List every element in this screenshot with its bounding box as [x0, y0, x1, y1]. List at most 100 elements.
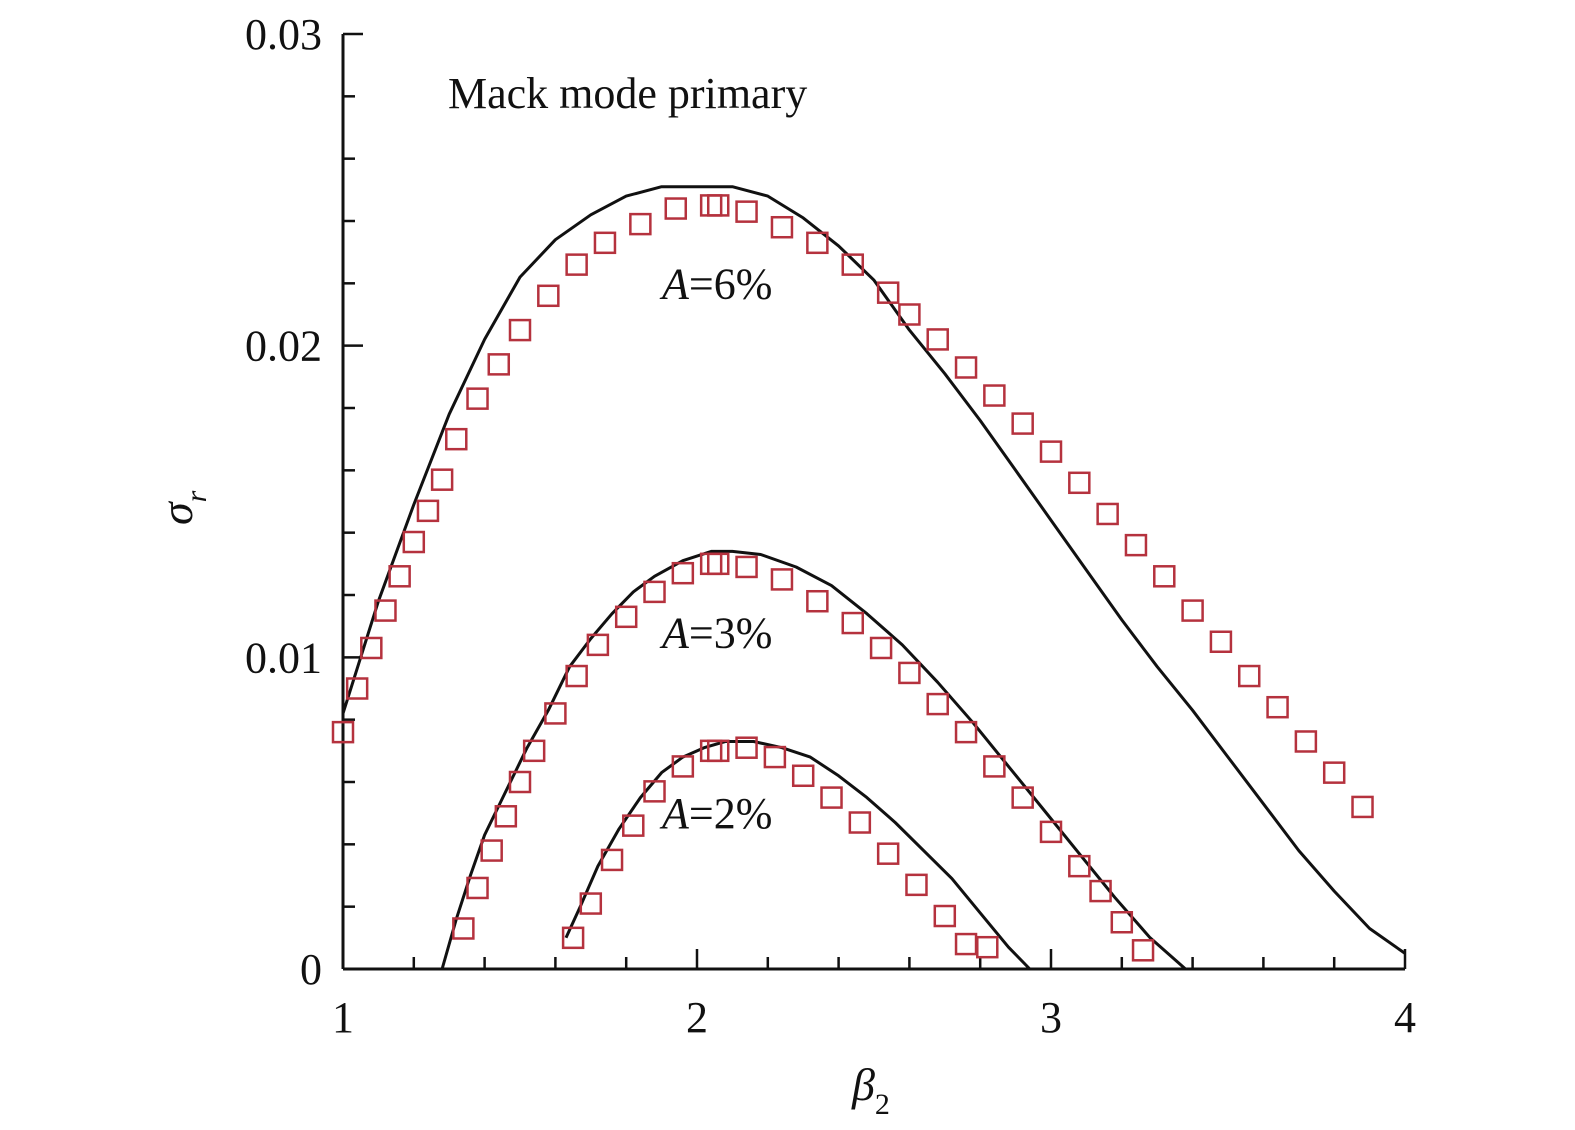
data-point	[671, 755, 695, 778]
data-point	[388, 565, 411, 588]
x-axis-symbol: β	[851, 1059, 875, 1110]
data-point	[954, 932, 978, 956]
data-point	[331, 720, 355, 744]
x-axis-title: β2	[851, 1059, 890, 1121]
data-point	[933, 904, 957, 928]
data-point	[593, 231, 617, 255]
series-label: A=2%	[659, 789, 772, 838]
data-point	[345, 677, 369, 700]
y-tick-label: 0.02	[245, 322, 322, 371]
data-point	[1237, 664, 1261, 688]
data-point	[416, 499, 440, 523]
data-point	[1039, 440, 1063, 463]
x-axis-subscript: 2	[875, 1088, 890, 1121]
series-markers	[561, 736, 999, 959]
data-point	[770, 568, 794, 591]
data-point	[1096, 502, 1119, 526]
series-line	[341, 185, 1406, 955]
data-point	[622, 814, 645, 837]
data-point	[487, 353, 511, 376]
data-point	[898, 303, 921, 326]
data-point	[735, 555, 758, 579]
data-point	[430, 468, 454, 491]
data-point	[1266, 695, 1289, 719]
axes: 1 2 3 4 0 0.01 0.02 0.03	[245, 10, 1416, 1042]
series-labels: A=6% A=3% A=2%	[659, 259, 772, 838]
data-point	[664, 197, 688, 220]
y-tick-label: 0.01	[245, 633, 322, 682]
series-label: A=3%	[659, 608, 772, 657]
data-point	[905, 873, 928, 897]
y-tick-label: 0.03	[245, 10, 322, 59]
data-point	[1153, 565, 1176, 588]
data-point	[466, 876, 489, 900]
data-point	[374, 599, 397, 622]
data-point	[561, 926, 585, 950]
data-point	[671, 561, 695, 585]
data-point	[820, 786, 843, 809]
data-point	[1124, 533, 1148, 557]
data-point	[848, 811, 872, 834]
data-point	[452, 917, 475, 940]
annotation-text: Mack mode primary	[448, 69, 807, 118]
data-point	[466, 387, 489, 410]
data-point	[1011, 412, 1034, 435]
data-point	[1131, 939, 1155, 962]
data-point	[445, 427, 468, 451]
tick-labels: 1 2 3 4 0 0.01 0.02 0.03	[245, 10, 1416, 1042]
data-point	[806, 589, 829, 613]
y-axis-symbol: σ	[151, 500, 202, 525]
data-point	[1039, 820, 1063, 844]
data-point	[508, 770, 532, 794]
data-point	[841, 253, 865, 276]
data-point	[643, 780, 666, 803]
data-point	[699, 194, 723, 217]
markers	[331, 194, 1374, 962]
data-point	[643, 580, 666, 604]
data-point	[1181, 599, 1204, 622]
series-markers	[452, 552, 1155, 962]
data-point	[1351, 795, 1374, 819]
data-point	[954, 356, 978, 379]
data-point	[360, 636, 383, 660]
data-point	[926, 328, 949, 351]
data-point	[1110, 911, 1134, 934]
x-tick-label: 4	[1394, 993, 1416, 1042]
data-point	[544, 702, 567, 725]
x-tick-label: 1	[332, 993, 354, 1042]
y-axis-title: σr	[151, 490, 213, 525]
data-point	[522, 739, 546, 763]
data-point	[976, 935, 999, 959]
data-point	[508, 318, 532, 342]
data-point	[983, 755, 1006, 778]
data-point	[579, 892, 603, 915]
data-point	[699, 552, 723, 576]
data-point	[926, 692, 949, 716]
x-tick-label: 2	[686, 993, 708, 1042]
data-point	[480, 839, 503, 862]
ticks	[341, 32, 1407, 971]
data-point	[1068, 854, 1091, 878]
y-tick-label: 0	[300, 945, 322, 994]
data-point	[876, 842, 900, 865]
data-point	[841, 611, 865, 635]
data-point	[706, 739, 730, 763]
data-point	[869, 636, 893, 660]
data-point	[791, 764, 815, 788]
data-point	[735, 200, 758, 223]
data-point	[1011, 786, 1034, 809]
series-markers	[331, 194, 1374, 819]
data-point	[1068, 471, 1091, 495]
data-point	[806, 231, 829, 255]
data-point	[898, 661, 921, 685]
y-axis-subscript: r	[180, 490, 213, 502]
data-point	[770, 215, 794, 239]
data-point	[565, 253, 588, 276]
data-point	[600, 848, 624, 872]
data-point	[1209, 630, 1233, 653]
data-point	[586, 633, 610, 657]
series-label: A=6%	[659, 259, 772, 308]
data-point	[614, 605, 638, 629]
data-point	[565, 664, 588, 688]
data-point	[983, 384, 1006, 407]
